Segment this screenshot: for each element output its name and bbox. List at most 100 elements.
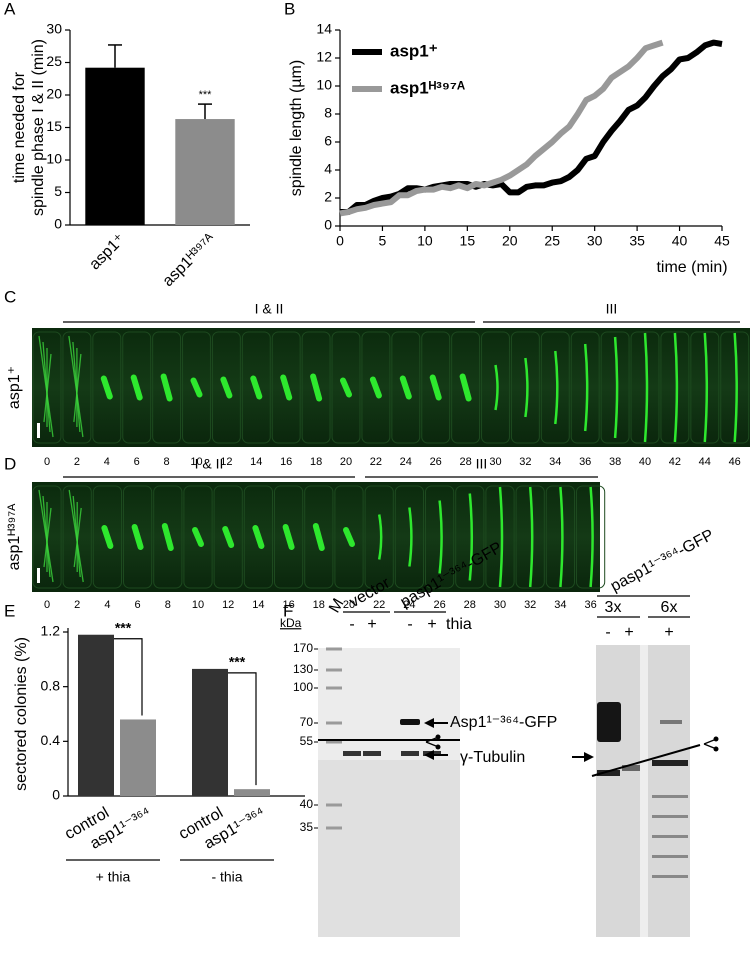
- marker-band: [326, 740, 342, 744]
- fusion-band: [400, 719, 420, 725]
- lane-label: +: [427, 616, 436, 633]
- significance-bracket: [228, 672, 257, 786]
- marker-band: [326, 721, 342, 725]
- panel-letter: B: [284, 0, 295, 18]
- spindle: [613, 336, 619, 439]
- x-tick-label: 5: [379, 233, 387, 249]
- time-label: 18: [313, 599, 325, 611]
- spindle: [101, 525, 114, 549]
- blot-band: [652, 815, 688, 818]
- band-label: γ-Tubulin: [460, 749, 525, 766]
- lane-label: +: [664, 624, 673, 641]
- y-tick-label: 6: [324, 133, 332, 149]
- tubulin-band: [363, 751, 381, 756]
- y-tick-label: 0: [54, 216, 62, 232]
- marker-label: 70: [300, 715, 314, 729]
- spindle: [528, 486, 534, 588]
- time-label: 20: [343, 599, 355, 611]
- y-tick-label: 15: [46, 118, 62, 134]
- time-label: 0: [44, 599, 50, 611]
- y-axis-label: sectored colonies (%): [13, 637, 30, 791]
- cell-outline: [301, 331, 331, 444]
- cell-outline: [62, 331, 92, 444]
- x-tick-label: 20: [502, 233, 518, 249]
- cell-outline: [451, 331, 481, 444]
- cell-outline: [600, 331, 630, 444]
- scissors: [713, 736, 719, 742]
- cell-outline: [540, 331, 570, 444]
- marker-label: 170: [293, 641, 313, 655]
- time-label: 42: [669, 456, 681, 468]
- time-label: 8: [164, 456, 170, 468]
- bar: [234, 789, 270, 796]
- time-label: 24: [400, 456, 412, 468]
- time-label: 8: [165, 599, 171, 611]
- cell-outline: [123, 485, 153, 589]
- y-tick-label: 14: [316, 21, 332, 37]
- time-label: 30: [489, 456, 501, 468]
- cell-outline: [211, 331, 241, 444]
- cell-outline: [241, 331, 271, 444]
- fusion-smear: [597, 702, 621, 742]
- y-tick-label: 2: [324, 189, 332, 205]
- scissors: [425, 737, 437, 743]
- y-axis-label: spindle length (µm): [288, 60, 305, 196]
- cell-outline: [153, 485, 183, 589]
- time-label: 10: [190, 456, 202, 468]
- cell-outline: [545, 485, 575, 589]
- phase-label: I & II: [195, 456, 224, 472]
- cell-outline: [243, 485, 274, 589]
- marker-label: 100: [293, 680, 313, 694]
- time-label: 40: [639, 456, 651, 468]
- legend-label: asp1ᴴ³⁹⁷ᴬ: [390, 78, 465, 97]
- strain-label: asp1⁺: [6, 366, 23, 409]
- scissors: [425, 741, 437, 747]
- cell-outline: [630, 331, 660, 444]
- group-label: 3x: [605, 599, 622, 616]
- cell-outline: [92, 331, 122, 444]
- spindle: [643, 332, 649, 443]
- bar: [120, 719, 156, 796]
- microtubule: [73, 507, 82, 568]
- time-label: 34: [554, 599, 566, 611]
- time-label: 20: [340, 456, 352, 468]
- time-label: 22: [370, 456, 382, 468]
- fusion-band: [660, 720, 682, 724]
- spindle: [222, 526, 235, 548]
- spindle: [399, 375, 412, 400]
- time-label: 4: [104, 456, 110, 468]
- cell-outline: [455, 485, 485, 589]
- time-label: 4: [104, 599, 110, 611]
- band-label: Asp1¹⁻³⁶⁴-GFP: [450, 714, 557, 731]
- cell-outline: [182, 331, 211, 444]
- treatment-label: thia: [446, 616, 472, 633]
- spindle: [583, 343, 589, 432]
- cell-outline: [62, 485, 92, 589]
- phase-label: I & II: [255, 301, 284, 317]
- scale-bar: [37, 568, 40, 583]
- panel-letter: F: [283, 601, 293, 620]
- y-tick-label: 4: [324, 161, 332, 177]
- time-label: 14: [250, 456, 262, 468]
- significance: ***: [199, 89, 213, 101]
- spindle: [312, 523, 325, 551]
- marker-band: [326, 668, 342, 672]
- spindle: [190, 377, 203, 398]
- arrow-head: [424, 718, 434, 728]
- cell-outline: [515, 485, 545, 589]
- tubulin-band: [401, 751, 419, 756]
- cell-outline: [331, 331, 361, 444]
- x-tick-label: asp1ᴴ³⁹⁷ᴬ: [160, 230, 220, 290]
- time-label: 32: [524, 599, 536, 611]
- blot-band: [652, 795, 688, 798]
- x-tick-label: 30: [587, 233, 603, 249]
- spindle: [131, 524, 144, 550]
- significance: ***: [115, 619, 132, 635]
- scissors: [703, 743, 715, 749]
- cell-outline: [394, 485, 424, 589]
- y-tick-label: 12: [316, 49, 332, 65]
- time-label: 30: [494, 599, 506, 611]
- spindle: [438, 500, 443, 574]
- cell-outline: [364, 485, 394, 589]
